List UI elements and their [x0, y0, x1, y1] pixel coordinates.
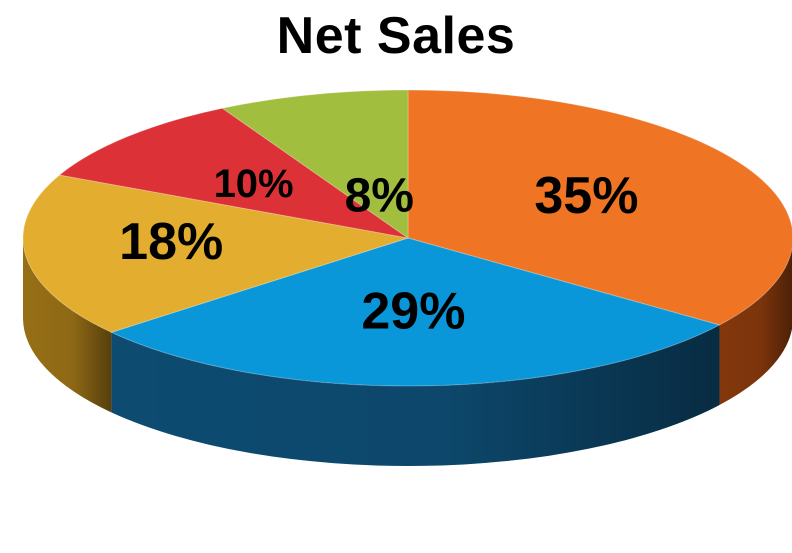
pie-side-walls [22, 238, 792, 466]
pie-slice-18pct[interactable] [22, 174, 409, 333]
chart-title: Net Sales [276, 7, 516, 65]
pie-data-label: 29% [361, 282, 465, 340]
pie-slice-35pct[interactable] [407, 89, 792, 326]
pie-data-label: 10% [214, 162, 294, 206]
pie-slice-side-shade [22, 238, 112, 413]
pie-slice-10pct[interactable] [58, 107, 409, 239]
pie-slice-side-shade [719, 248, 792, 405]
pie-data-label: 18% [119, 213, 223, 271]
pie-slice-8pct[interactable] [221, 89, 409, 239]
pie-slice-29pct[interactable] [109, 237, 721, 387]
pie-data-label: 35% [534, 167, 638, 225]
pie-data-labels: 35% 29% 18% 10% 8% [119, 162, 638, 340]
pie-data-label: 8% [345, 170, 414, 223]
pie-slices [22, 89, 792, 387]
pie-slice-side-shade [111, 324, 720, 466]
